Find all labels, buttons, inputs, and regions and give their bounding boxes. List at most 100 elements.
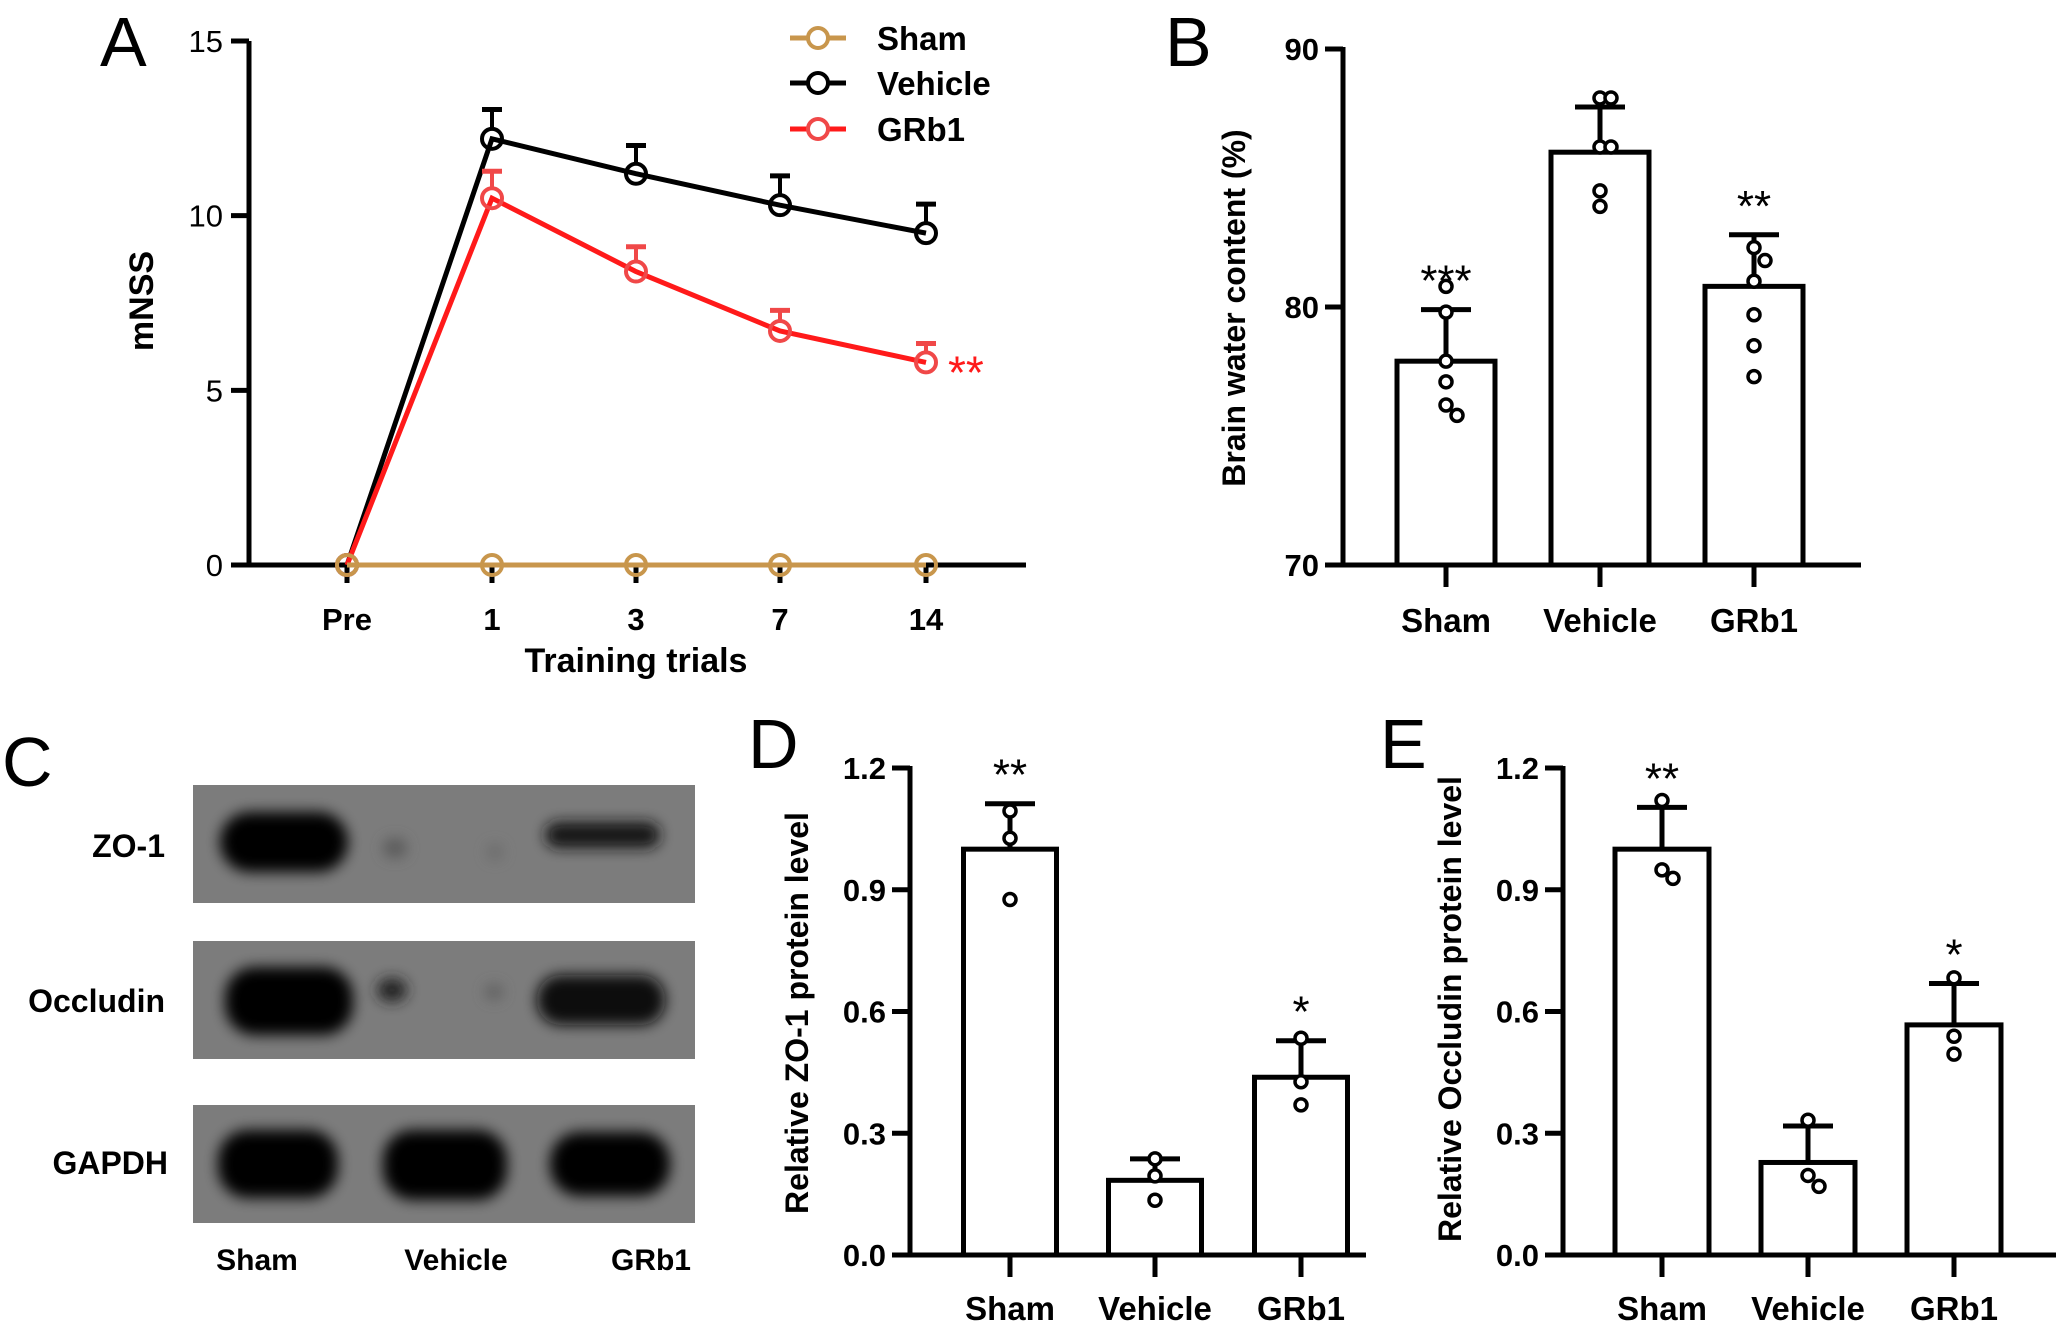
y-tick-label: 5 xyxy=(206,373,223,408)
data-point-vehicle xyxy=(1603,139,1619,155)
legend-marker-sham xyxy=(806,26,830,50)
y-axis-label: Relative ZO-1 protein level xyxy=(779,812,815,1214)
data-point-grb1 xyxy=(1293,1030,1309,1047)
y-tick-label: 80 xyxy=(1285,290,1319,325)
western-blot: ZO-1 Occludin GAPDH Sham Vehicle GRb1 xyxy=(28,785,695,1277)
data-point-grb1 xyxy=(1293,1073,1309,1090)
data-point-grb1 xyxy=(1946,1046,1962,1062)
data-point-sham xyxy=(335,553,359,577)
x-tick-label-vehicle: Vehicle xyxy=(1543,602,1657,639)
band-gapdh-sham xyxy=(218,1130,338,1198)
y-tick-label: 0.6 xyxy=(843,995,886,1030)
x-tick-label-grb1: GRb1 xyxy=(1257,1290,1345,1324)
y-axis-label: mNSS xyxy=(123,251,161,351)
data-point-sham xyxy=(1449,407,1465,424)
series-line-vehicle xyxy=(344,135,927,566)
data-point-vehicle xyxy=(1603,90,1619,106)
significance-grb1: ** xyxy=(1737,182,1771,231)
x-tick-label: 3 xyxy=(627,602,644,637)
data-point-grb1 xyxy=(480,186,504,211)
band-zo1-vehicle-1 xyxy=(383,838,407,858)
bar-sham xyxy=(1394,358,1498,568)
panel-label-a: A xyxy=(100,3,147,81)
panel-label-d: D xyxy=(748,705,799,783)
bar-sham xyxy=(1612,846,1712,1258)
x-tick-label: 14 xyxy=(909,602,944,637)
data-point-grb1 xyxy=(1746,337,1762,354)
data-point-vehicle xyxy=(480,126,504,151)
band-occludin-vehicle-1 xyxy=(377,978,407,1002)
y-tick-label: 0.3 xyxy=(843,1116,886,1151)
data-point-grb1 xyxy=(1757,252,1773,269)
data-point-sham xyxy=(914,553,938,577)
band-gapdh-vehicle xyxy=(383,1130,507,1200)
panel-label-c: C xyxy=(2,723,53,801)
y-tick-label: 0.0 xyxy=(1496,1238,1539,1273)
y-tick-label: 90 xyxy=(1285,32,1319,67)
data-point-grb1 xyxy=(1746,273,1762,289)
chart-b-brain-water: 70 80 90 Brain water content (%) Sham *** Vehi… xyxy=(1216,32,1861,639)
x-tick-label-sham: Sham xyxy=(965,1290,1055,1324)
data-point-vehicle xyxy=(914,221,938,246)
x-tick-label: 7 xyxy=(771,602,788,637)
data-point-grb1 xyxy=(1746,306,1762,323)
data-point-vehicle xyxy=(1800,1167,1816,1184)
data-point-vehicle xyxy=(1147,1168,1163,1184)
data-point-sham xyxy=(480,553,504,577)
data-point-sham xyxy=(1002,803,1018,819)
band-zo1-grb1 xyxy=(545,822,660,848)
data-point-grb1 xyxy=(1946,970,1962,986)
y-tick-label: 0.9 xyxy=(843,873,886,908)
data-point-grb1 xyxy=(1946,1028,1962,1045)
y-tick-label: 15 xyxy=(189,24,223,59)
chart-d-zo1: 0.0 0.3 0.6 0.9 1.2 Relative ZO-1 protein lev… xyxy=(779,751,1366,1324)
y-tick-label: 0.3 xyxy=(1496,1116,1539,1151)
significance-grb1: * xyxy=(1945,930,1962,979)
data-point-sham xyxy=(1438,304,1454,320)
panel-label-b: B xyxy=(1165,3,1212,81)
data-point-sham xyxy=(1665,870,1681,887)
band-occludin-grb1 xyxy=(537,975,665,1025)
data-point-sham xyxy=(1002,891,1018,908)
data-point-sham xyxy=(1438,353,1454,369)
data-point-grb1 xyxy=(1746,239,1762,256)
data-point-sham xyxy=(1438,397,1454,413)
x-axis-label: Training trials xyxy=(525,642,748,680)
bar-grb1 xyxy=(1904,1022,2004,1258)
y-tick-label: 70 xyxy=(1285,548,1319,583)
blot-lane-label-grb1: GRb1 xyxy=(611,1244,691,1277)
band-occludin-vehicle-2 xyxy=(485,984,503,1000)
band-occludin-sham xyxy=(225,967,353,1035)
blot-lane-label-vehicle: Vehicle xyxy=(404,1244,507,1277)
bar-vehicle xyxy=(1548,149,1652,568)
chart-e-occludin: 0.0 0.3 0.6 0.9 1.2 Relative Occludin protein… xyxy=(1432,751,2056,1324)
data-point-grb1 xyxy=(914,350,938,375)
data-point-grb1 xyxy=(1746,368,1762,385)
series-line-grb1 xyxy=(344,194,927,566)
panel-label-e: E xyxy=(1380,705,1427,783)
bar-grb1 xyxy=(1702,283,1806,568)
x-tick-label-sham: Sham xyxy=(1617,1290,1707,1324)
blot-row-label-gapdh: GAPDH xyxy=(52,1145,168,1181)
data-point-sham xyxy=(624,553,648,577)
data-point-grb1 xyxy=(768,318,792,343)
significance-sham: *** xyxy=(1420,257,1471,306)
x-tick-label: Pre xyxy=(322,602,372,637)
blot-lane-label-sham: Sham xyxy=(216,1244,298,1277)
legend-label-grb1: GRb1 xyxy=(877,111,965,148)
data-point-sham xyxy=(1654,792,1670,809)
y-tick-label: 0.9 xyxy=(1496,873,1539,908)
significance-annotation: ** xyxy=(948,346,984,398)
y-tick-label: 0.0 xyxy=(843,1238,886,1273)
significance-sham: ** xyxy=(1645,754,1679,803)
legend-marker-grb1 xyxy=(806,117,830,141)
data-point-vehicle xyxy=(1147,1192,1163,1208)
bar-vehicle xyxy=(1106,1177,1204,1258)
band-zo1-sham xyxy=(220,812,348,872)
x-tick-label: 1 xyxy=(483,602,500,637)
data-point-sham xyxy=(1654,862,1670,878)
significance-grb1: * xyxy=(1292,988,1309,1037)
data-point-sham xyxy=(768,553,792,577)
